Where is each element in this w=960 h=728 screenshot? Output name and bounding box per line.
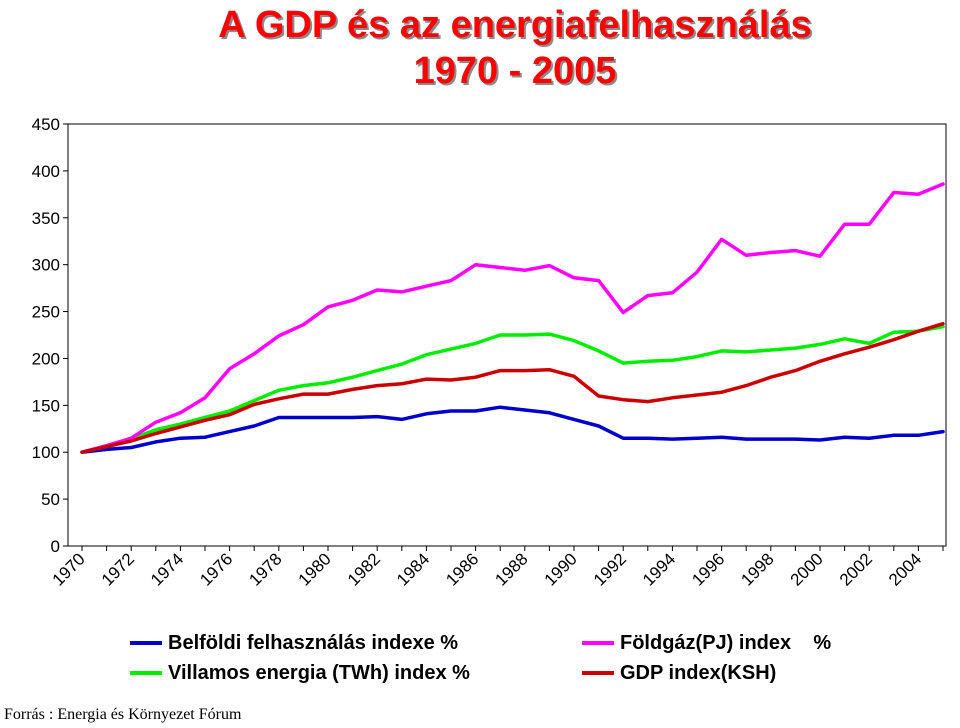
legend-item-villamos: Villamos energia (TWh) index % <box>130 661 470 685</box>
x-tick-label: 1984 <box>393 549 433 589</box>
source-note: Forrás : Energia és Környezet Fórum <box>4 706 242 723</box>
x-tick-label: 2002 <box>836 549 876 589</box>
line-chart: 0 50 100 150 200 250 300 350 400 450 1970 1972 1974… <box>32 115 947 590</box>
x-tick-label: 1978 <box>245 549 285 589</box>
legend-swatch <box>582 641 614 645</box>
plot-frame <box>67 123 947 547</box>
legend-label: Villamos energia (TWh) index % <box>168 661 470 684</box>
x-tick-label: 1990 <box>541 549 581 589</box>
legend-item-gdp: GDP index(KSH) <box>582 661 776 685</box>
legend-swatch <box>130 641 162 645</box>
legend-label: Földgáz(PJ) index % <box>620 631 832 654</box>
legend-label: Belföldi felhasználás indexe % <box>168 631 459 654</box>
x-tick-label: 1998 <box>737 549 777 589</box>
x-tick-label: 1974 <box>147 549 187 589</box>
x-tick-label: 1994 <box>639 549 679 589</box>
y-tick-label: 50 <box>41 490 60 509</box>
y-tick-label: 0 <box>51 537 60 556</box>
x-tick-label: 1992 <box>590 549 630 589</box>
x-tick-label: 1988 <box>491 549 531 589</box>
x-tick-label: 1980 <box>295 549 335 589</box>
chart-subtitle: 1970 - 2005 <box>413 50 617 92</box>
y-tick-label: 400 <box>32 162 60 181</box>
y-tick-label: 250 <box>32 303 60 322</box>
series-line-2 <box>80 182 945 454</box>
x-tick-label: 2000 <box>787 549 827 589</box>
x-tick-label: 1982 <box>344 549 384 589</box>
y-tick-label: 450 <box>32 115 60 134</box>
chart-title: A GDP és az energiafelhasználás <box>218 4 812 46</box>
y-tick-label: 100 <box>32 443 60 462</box>
legend-swatch <box>130 671 162 675</box>
y-tick-label: 350 <box>32 209 60 228</box>
y-tick-label: 200 <box>32 349 60 368</box>
y-axis: 0 50 100 150 200 250 300 350 400 450 <box>32 115 68 556</box>
x-tick-label: 1976 <box>196 549 236 589</box>
legend-label: GDP index(KSH) <box>620 661 777 684</box>
legend-item-foldgaz: Földgáz(PJ) index % <box>582 631 831 655</box>
x-tick-label: 1972 <box>98 549 138 589</box>
x-tick-label: 2004 <box>885 549 925 589</box>
series-line-0 <box>80 405 945 454</box>
series-line-3 <box>80 321 945 454</box>
x-tick-label: 1996 <box>688 549 728 589</box>
x-tick-label: 1986 <box>442 549 482 589</box>
x-axis: 1970 1972 1974 1976 1978 1980 1982 1984 1986 1988… <box>49 546 944 590</box>
legend-swatch <box>582 671 614 675</box>
series-line-1 <box>80 324 945 454</box>
y-tick-label: 300 <box>32 256 60 275</box>
series-layer <box>80 182 945 454</box>
y-tick-label: 150 <box>32 396 60 415</box>
legend-item-belfoldi: Belföldi felhasználás indexe % <box>130 631 458 655</box>
